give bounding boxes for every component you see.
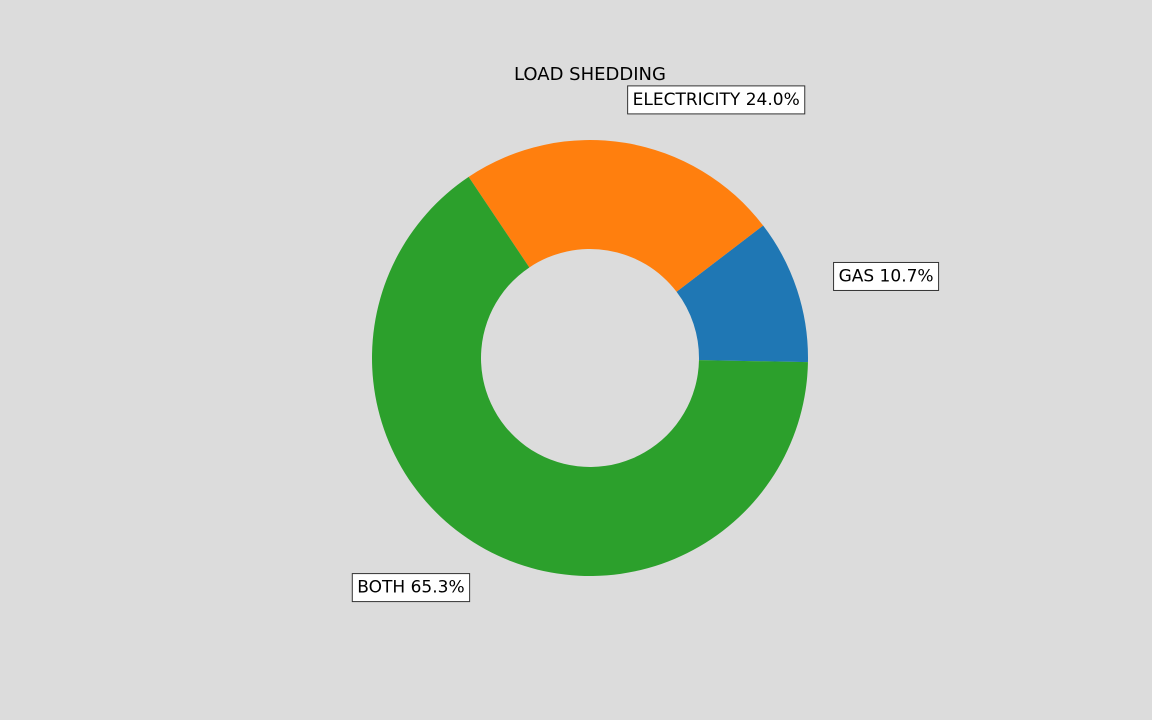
slice-label-gas: GAS 10.7% <box>833 261 940 291</box>
slice-label-electricity: ELECTRICITY 24.0% <box>627 85 806 115</box>
slice-gas <box>676 225 808 363</box>
slice-label-box <box>351 573 471 603</box>
donut-slices <box>371 140 808 576</box>
slice-label-both: BOTH 65.3% <box>351 573 471 603</box>
slice-labels: GAS 10.7% ELECTRICITY 24.0% BOTH 65.3% <box>351 85 940 603</box>
slice-electricity <box>468 140 764 292</box>
slice-both <box>371 176 808 576</box>
slice-label-box <box>627 85 806 115</box>
slice-label-text: ELECTRICITY 24.0% <box>633 90 800 110</box>
chart-title: LOAD SHEDDING <box>514 64 666 85</box>
slice-label-text: GAS 10.7% <box>839 266 934 286</box>
slice-label-text: BOTH 65.3% <box>357 578 464 598</box>
slice-label-box <box>833 261 940 291</box>
